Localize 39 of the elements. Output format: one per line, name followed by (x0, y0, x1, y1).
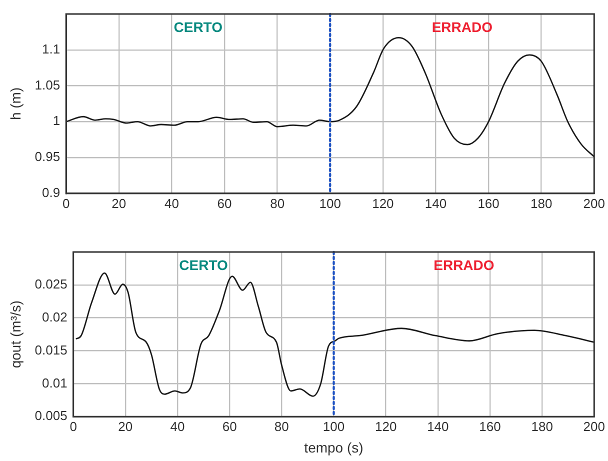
y-axis-title: h (m) (7, 87, 24, 120)
x-tick-label: 60 (217, 196, 232, 211)
x-tick-label: 180 (530, 196, 552, 211)
x-tick-label: 40 (170, 418, 185, 434)
x-tick-label: 140 (427, 418, 449, 434)
x-tick-label: 80 (274, 418, 289, 434)
x-tick-label: 80 (270, 196, 285, 211)
y-tick-label: 1 (52, 113, 60, 128)
x-tick-label: 140 (424, 196, 447, 211)
y-tick-label: 0.01 (42, 375, 68, 390)
y-tick-label: 0.005 (34, 408, 68, 424)
x-tick-label: 160 (478, 196, 500, 211)
x-tick-label: 20 (112, 196, 126, 211)
y-tick-label: 0.025 (34, 276, 68, 292)
x-tick-label: 180 (531, 418, 553, 434)
x-tick-label: 200 (583, 418, 606, 434)
x-tick-label: 160 (479, 418, 501, 434)
annotation: CERTO (179, 256, 228, 273)
x-axis-title: tempo (s) (304, 439, 364, 456)
y-tick-label: 0.95 (34, 149, 60, 164)
y-tick-label: 0.02 (42, 309, 68, 324)
y-tick-label: 0.015 (34, 342, 68, 358)
x-tick-label: 120 (372, 196, 394, 211)
y-axis-title: qout (m³/s) (7, 300, 24, 368)
x-tick-label: 0 (70, 418, 77, 434)
annotation: ERRADO (432, 18, 493, 35)
x-tick-label: 120 (374, 418, 397, 434)
x-tick-label: 20 (118, 418, 133, 434)
x-tick-label: 100 (322, 418, 345, 434)
x-tick-label: 40 (164, 196, 179, 211)
y-tick-label: 1.05 (34, 77, 60, 92)
x-tick-label: 200 (583, 196, 606, 211)
y-tick-label: 0.9 (42, 184, 60, 200)
x-tick-label: 60 (222, 418, 237, 434)
y-tick-label: 1.1 (42, 41, 60, 56)
x-tick-label: 100 (319, 196, 341, 211)
annotation: ERRADO (434, 256, 494, 273)
annotation: CERTO (174, 18, 223, 35)
x-tick-label: 0 (62, 196, 70, 211)
